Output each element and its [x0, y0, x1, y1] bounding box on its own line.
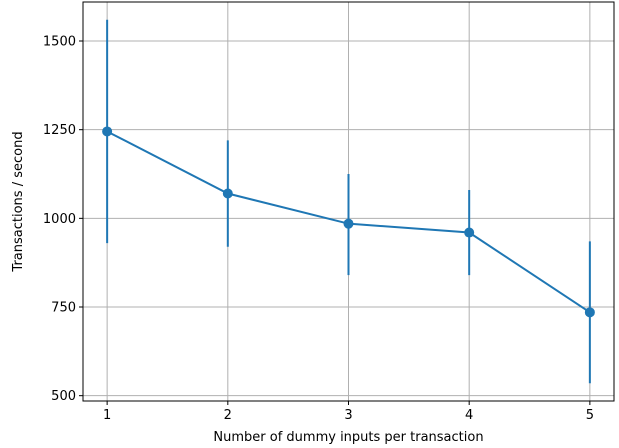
- data-point: [464, 227, 475, 238]
- y-tick-label: 1500: [43, 35, 76, 50]
- axis-ticks: 1 2 3 4 5 500 750 1000 1250 1500: [43, 35, 594, 423]
- y-tick-label: 500: [51, 389, 76, 404]
- x-tick-label: 1: [103, 408, 111, 423]
- x-tick-label: 3: [344, 408, 352, 423]
- data-point: [222, 188, 233, 199]
- y-tick-label: 1250: [43, 123, 76, 138]
- y-axis-title: Transactions / second: [11, 131, 26, 272]
- x-axis-title: Number of dummy inputs per transaction: [213, 430, 483, 445]
- x-tick-label: 2: [224, 408, 232, 423]
- x-tick-label: 5: [586, 408, 594, 423]
- data-point: [102, 126, 113, 137]
- data-point: [343, 218, 354, 229]
- x-tick-label: 4: [465, 408, 473, 423]
- data-point: [584, 307, 595, 318]
- grid: [83, 2, 614, 401]
- data-series: [102, 19, 595, 384]
- y-tick-label: 750: [51, 301, 76, 316]
- y-tick-label: 1000: [43, 212, 76, 227]
